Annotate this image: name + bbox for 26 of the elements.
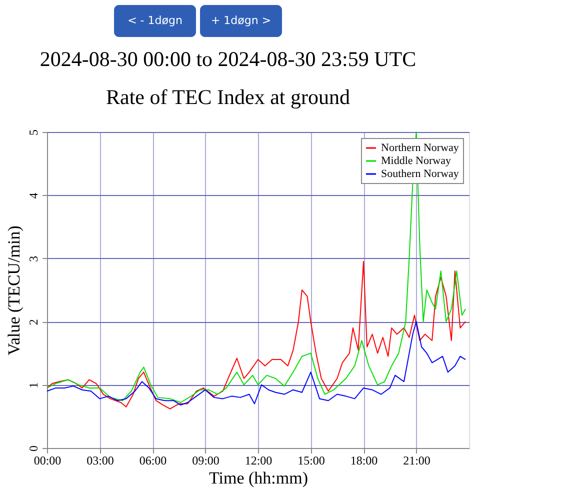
legend-label: Northern Norway [381, 142, 460, 154]
legend-label: Southern Norway [381, 168, 460, 180]
x-tick-label: 12:00 [244, 454, 272, 468]
y-tick-label: 2 [26, 319, 40, 326]
legend-label: Middle Norway [381, 155, 452, 167]
text: < - 1døgn [128, 14, 182, 27]
y-tick-label: 0 [26, 446, 40, 452]
x-tick-label: 03:00 [86, 454, 114, 468]
x-tick-label: 09:00 [192, 454, 220, 468]
x-axis-title: Time (hh:mm) [208, 468, 308, 488]
x-tick-label: 06:00 [139, 454, 167, 468]
y-tick-label: 1 [26, 382, 40, 388]
line-series [46, 321, 466, 406]
y-tick-label: 5 [26, 130, 40, 136]
text: + 1døgn > [210, 14, 272, 27]
y-axis-title: Value (TECU/min) [4, 226, 24, 356]
chart-title: 2024-08-30 00:00 to 2024-08-30 23:59 UTC [40, 47, 416, 71]
chart-subtitle: Rate of TEC Index at ground [106, 85, 350, 109]
y-tick-label: 4 [26, 192, 40, 199]
x-tick-label: 15:00 [298, 454, 325, 468]
x-tick-label: 21:00 [403, 454, 430, 468]
line-series [46, 132, 466, 403]
line-series [46, 261, 466, 410]
y-tick-label: 3 [26, 256, 40, 262]
x-tick-label: 00:00 [34, 454, 62, 468]
x-tick-label: 18:00 [350, 454, 378, 468]
